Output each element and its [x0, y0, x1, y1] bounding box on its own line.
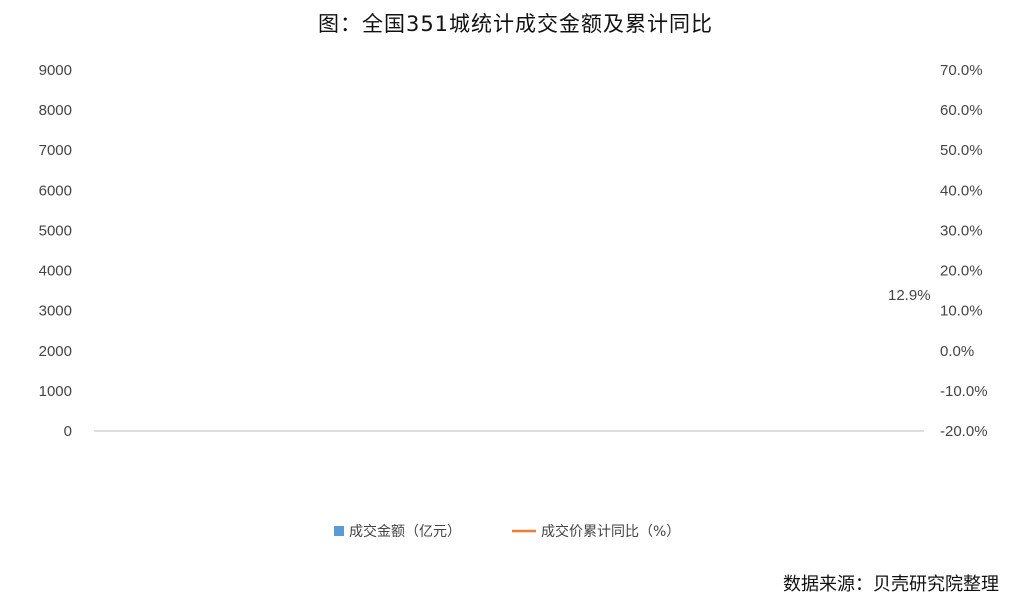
y-right-tick-label: 20.0%	[940, 263, 983, 280]
legend-label-bar: 成交金额（亿元）	[349, 523, 461, 540]
y-axis-left: 0 1000 2000 3000 4000 5000 6000 7000 8000 9000	[39, 62, 72, 440]
annotations: 12.9%	[888, 287, 931, 304]
y-right-tick-label: 50.0%	[940, 142, 983, 159]
y-left-tick-label: 3000	[39, 303, 72, 320]
y-right-tick-label: 0.0%	[940, 343, 974, 360]
y-left-tick-label: 2000	[39, 343, 72, 360]
legend-swatch-bar	[334, 526, 344, 536]
y-left-tick-label: 9000	[39, 62, 72, 79]
y-left-tick-label: 0	[64, 423, 72, 440]
y-left-tick-label: 1000	[39, 383, 72, 400]
chart-title: 图：全国351城统计成交金额及累计同比	[317, 12, 714, 36]
y-right-tick-label: 70.0%	[940, 62, 983, 79]
data-label: 12.9%	[888, 287, 931, 304]
y-right-tick-label: -20.0%	[940, 423, 988, 440]
y-right-tick-label: -10.0%	[940, 383, 988, 400]
y-left-tick-label: 7000	[39, 142, 72, 159]
legend: 成交金额（亿元） 成交价累计同比（%）	[334, 523, 680, 540]
source-note: 数据来源：贝壳研究院整理	[783, 574, 999, 595]
y-right-tick-label: 40.0%	[940, 182, 983, 199]
y-left-tick-label: 5000	[39, 222, 72, 239]
y-right-tick-label: 30.0%	[940, 222, 983, 239]
y-left-tick-label: 4000	[39, 263, 72, 280]
y-right-tick-label: 10.0%	[940, 303, 983, 320]
y-axis-right: -20.0% -10.0% 0.0% 10.0% 20.0% 30.0% 40.0% 50.0…	[940, 62, 988, 440]
y-left-tick-label: 8000	[39, 102, 72, 119]
y-left-tick-label: 6000	[39, 182, 72, 199]
y-right-tick-label: 60.0%	[940, 102, 983, 119]
legend-label-line: 成交价累计同比（%）	[541, 523, 680, 540]
